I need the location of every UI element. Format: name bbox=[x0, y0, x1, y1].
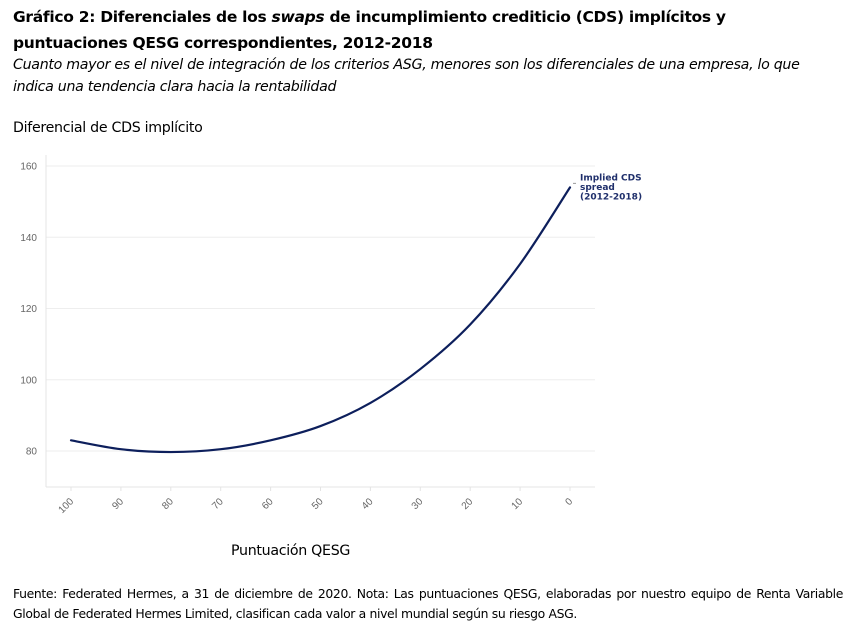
y-axis-label: Diferencial de CDS implícito bbox=[13, 120, 203, 136]
x-tick-label: 0 bbox=[563, 496, 575, 508]
x-tick-label: 100 bbox=[57, 496, 77, 516]
source-note: Fuente: Federated Hermes, a 31 de diciem… bbox=[13, 586, 843, 621]
series-lines bbox=[69, 186, 572, 454]
y-tick-label: 120 bbox=[20, 304, 37, 315]
series-label-line: Implied CDS bbox=[580, 173, 642, 183]
y-tick-label: 100 bbox=[20, 375, 37, 386]
title-italic-text: swaps bbox=[271, 8, 325, 26]
x-tick-label: 30 bbox=[410, 496, 426, 512]
y-tick-label: 140 bbox=[20, 233, 37, 244]
y-tick-label: 80 bbox=[26, 447, 38, 458]
title-text-2: de incumplimiento crediticio (CDS) implí… bbox=[13, 8, 726, 52]
x-tick-label: 60 bbox=[260, 496, 276, 512]
x-tick-label: 80 bbox=[160, 496, 176, 512]
gridlines bbox=[46, 165, 595, 452]
series-label-line: (2012-2018) bbox=[580, 192, 642, 202]
x-tick-label: 20 bbox=[460, 496, 476, 512]
x-tick-label: 90 bbox=[110, 496, 126, 512]
series-line-0 bbox=[69, 186, 572, 454]
x-tick-label: 50 bbox=[310, 496, 326, 512]
y-tick-labels: 80 100 120 140 160 bbox=[20, 162, 37, 458]
chart-subtitle: Cuanto mayor es el nivel de integración … bbox=[13, 57, 800, 95]
title-text-1: Gráfico 2: Diferenciales de los bbox=[13, 8, 272, 26]
x-tick-label: 10 bbox=[510, 496, 526, 512]
y-tick-label: 160 bbox=[20, 162, 37, 173]
axes bbox=[45, 155, 595, 491]
x-axis-label: Puntuación QESG bbox=[231, 543, 351, 559]
x-tick-label: 70 bbox=[210, 496, 226, 512]
chart-title: Gráfico 2: Diferenciales de los swaps de… bbox=[13, 4, 843, 56]
series-label-line: spread bbox=[580, 183, 615, 193]
x-tick-labels: 100 90 80 70 60 50 40 30 20 10 0 bbox=[57, 496, 576, 516]
x-tick-label: 40 bbox=[360, 496, 376, 512]
